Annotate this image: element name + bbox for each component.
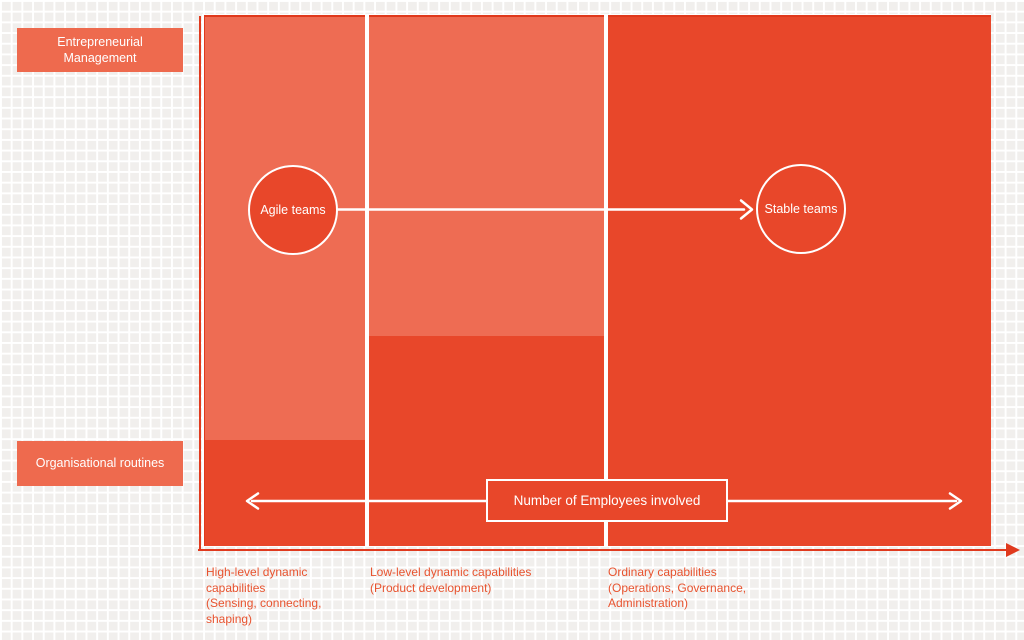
entrepreneurial-management-label: Entrepreneurial Management <box>57 34 143 65</box>
column-high-level-dynamic-capabilities <box>204 15 365 546</box>
x-axis-label-high-level-dynamic: High-level dynamic capabilities (Sensing… <box>206 565 322 626</box>
organisational-routines-box: Organisational routines <box>17 441 183 486</box>
column-ordinary-capabilities <box>608 15 991 546</box>
column-low-level-dynamic-capabilities <box>369 15 604 546</box>
agile-teams-circle: Agile teams <box>248 165 338 255</box>
y-axis-line <box>199 16 201 550</box>
stable-teams-circle: Stable teams <box>756 164 846 254</box>
stable-teams-label: Stable teams <box>764 202 838 216</box>
x-axis-label-low-level-dynamic: Low-level dynamic capabilities (Product … <box>370 565 532 595</box>
entrepreneurial-management-box: Entrepreneurial Management <box>17 28 183 72</box>
x-axis-line <box>198 549 1010 551</box>
employees-axis-box: Number of Employees involved <box>486 479 728 522</box>
column2-light-region <box>369 17 604 336</box>
capability-matrix <box>202 14 991 547</box>
x-axis-label-ordinary: Ordinary capabilities (Operations, Gover… <box>608 565 747 611</box>
x-axis-arrowhead-icon <box>1006 543 1020 557</box>
organisational-routines-label: Organisational routines <box>35 456 165 471</box>
agile-teams-label: Agile teams <box>260 203 326 217</box>
employees-axis-label: Number of Employees involved <box>513 493 701 508</box>
